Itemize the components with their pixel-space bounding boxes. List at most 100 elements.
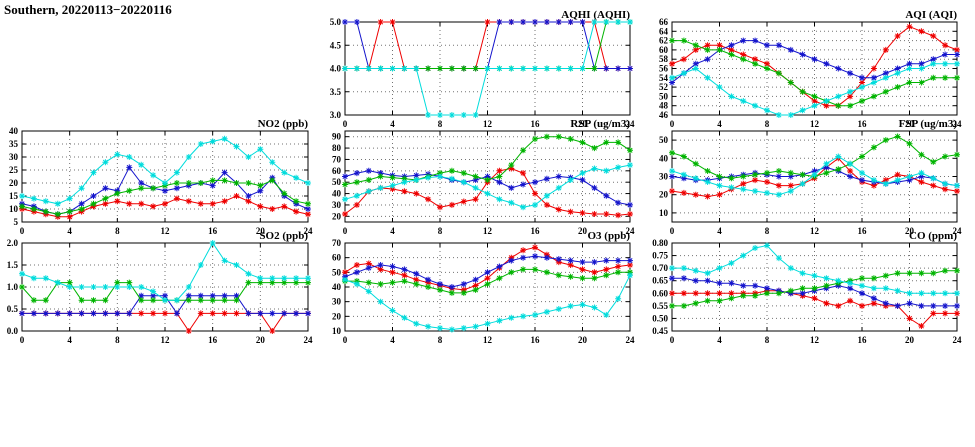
y-tick-label: 70 bbox=[332, 238, 342, 248]
y-tick-label: 10 bbox=[659, 208, 669, 218]
y-tick-label: 70 bbox=[332, 154, 342, 164]
series-markers-cyan bbox=[342, 19, 633, 118]
y-tick-label: 5.0 bbox=[330, 17, 342, 27]
y-tick-label: 90 bbox=[332, 132, 342, 142]
x-tick-label: 16 bbox=[531, 119, 541, 129]
y-tick-label: 64 bbox=[659, 26, 669, 36]
page-title: Southern, 20220113−20220116 bbox=[4, 2, 172, 17]
series-line-blue bbox=[345, 21, 630, 69]
x-tick-label: 12 bbox=[161, 226, 171, 236]
x-tick-label: 8 bbox=[115, 226, 120, 236]
y-tick-label: 10 bbox=[9, 204, 19, 214]
x-tick-label: 24 bbox=[953, 119, 963, 129]
y-tick-label: 3.5 bbox=[330, 87, 342, 97]
y-tick-label: 60 bbox=[659, 45, 669, 55]
y-tick-label: 80 bbox=[332, 143, 342, 153]
y-tick-label: 58 bbox=[659, 54, 669, 64]
x-tick-label: 8 bbox=[115, 335, 120, 345]
series-markers-green bbox=[669, 37, 960, 109]
x-tick-label: 8 bbox=[765, 226, 770, 236]
series-markers-cyan bbox=[19, 240, 311, 304]
series-markers-cyan bbox=[669, 153, 960, 198]
x-tick-label: 8 bbox=[765, 335, 770, 345]
x-tick-label: 24 bbox=[626, 335, 636, 345]
x-tick-label: 4 bbox=[717, 119, 722, 129]
y-tick-label: 20 bbox=[9, 178, 19, 188]
y-tick-label: 0.55 bbox=[652, 301, 668, 311]
x-tick-label: 16 bbox=[208, 226, 218, 236]
x-tick-label: 16 bbox=[858, 226, 868, 236]
y-tick-label: 30 bbox=[332, 200, 342, 210]
x-tick-label: 8 bbox=[765, 119, 770, 129]
series-markers-green bbox=[19, 177, 311, 218]
y-tick-label: 56 bbox=[659, 64, 669, 74]
x-tick-label: 16 bbox=[858, 119, 868, 129]
y-tick-label: 5 bbox=[14, 217, 19, 227]
plot-frame bbox=[671, 21, 958, 116]
y-tick-label: 1.0 bbox=[7, 282, 19, 292]
chart-no2: 0 4 8 12 16 20 24 5 10 15 20 25 30 35 40 NO2 (ppb) bbox=[9, 118, 313, 236]
x-tick-label: 12 bbox=[810, 119, 820, 129]
chart-so2: 0 4 8 12 16 20 24 0.0 0.5 1.0 1.5 2.0 SO2 (ppb) bbox=[7, 230, 313, 345]
series-markers-cyan bbox=[342, 162, 633, 211]
series-markers-green bbox=[342, 133, 633, 188]
x-tick-label: 12 bbox=[810, 335, 820, 345]
y-tick-label: 0.0 bbox=[7, 326, 19, 336]
y-tick-label: 25 bbox=[9, 165, 19, 175]
y-tick-label: 50 bbox=[659, 135, 669, 145]
x-tick-label: 24 bbox=[953, 226, 963, 236]
x-tick-label: 16 bbox=[208, 335, 218, 345]
chart-aqhi: 0 4 8 12 16 20 24 3.0 3.5 4.0 4.5 5.0 AQHI (AQHI) bbox=[330, 9, 635, 129]
y-tick-label: 0.70 bbox=[652, 263, 668, 273]
x-tick-label: 20 bbox=[905, 335, 915, 345]
y-tick-label: 20 bbox=[332, 311, 342, 321]
y-tick-label: 1.5 bbox=[7, 260, 19, 270]
x-tick-label: 24 bbox=[304, 226, 314, 236]
y-tick-label: 48 bbox=[659, 101, 669, 111]
x-tick-label: 4 bbox=[717, 226, 722, 236]
x-tick-label: 0 bbox=[670, 119, 675, 129]
series-markers-blue bbox=[19, 292, 311, 317]
chart-co: 0 4 8 12 16 20 24 0.45 0.50 0.55 0.60 0.65 0.70 0.75 0… bbox=[652, 230, 962, 345]
series-markers-green bbox=[669, 267, 960, 309]
x-tick-label: 0 bbox=[670, 335, 675, 345]
chart-title: FSP (ug/m3) bbox=[899, 118, 958, 130]
y-tick-label: 60 bbox=[332, 166, 342, 176]
y-tick-label: 0.60 bbox=[652, 288, 668, 298]
chart-title: RSP (ug/m3) bbox=[570, 118, 630, 130]
x-tick-label: 24 bbox=[953, 335, 963, 345]
x-tick-label: 24 bbox=[626, 226, 636, 236]
y-tick-label: 50 bbox=[332, 177, 342, 187]
x-tick-label: 4 bbox=[390, 119, 395, 129]
y-tick-label: 46 bbox=[659, 110, 669, 120]
x-tick-label: 20 bbox=[578, 226, 588, 236]
y-tick-label: 30 bbox=[9, 152, 19, 162]
series-markers-cyan bbox=[19, 135, 311, 207]
series-markers-green bbox=[669, 133, 960, 182]
series-markers-cyan bbox=[669, 60, 960, 118]
y-tick-label: 0.5 bbox=[7, 304, 19, 314]
x-tick-label: 20 bbox=[256, 335, 266, 345]
x-tick-label: 12 bbox=[483, 335, 493, 345]
y-tick-label: 15 bbox=[9, 191, 19, 201]
y-tick-label: 40 bbox=[332, 189, 342, 199]
plot-frame bbox=[344, 242, 631, 332]
y-tick-label: 50 bbox=[659, 91, 669, 101]
y-tick-label: 35 bbox=[9, 139, 19, 149]
y-tick-label: 40 bbox=[332, 282, 342, 292]
x-tick-label: 4 bbox=[67, 335, 72, 345]
y-tick-label: 30 bbox=[332, 297, 342, 307]
chart-title: AQHI (AQHI) bbox=[561, 9, 630, 21]
y-tick-label: 4.5 bbox=[330, 40, 342, 50]
x-tick-label: 8 bbox=[438, 119, 443, 129]
y-tick-label: 66 bbox=[659, 17, 669, 27]
x-tick-label: 0 bbox=[343, 119, 348, 129]
x-tick-label: 4 bbox=[390, 335, 395, 345]
y-tick-label: 20 bbox=[659, 190, 669, 200]
x-tick-label: 16 bbox=[858, 335, 868, 345]
y-tick-label: 0.45 bbox=[652, 326, 668, 336]
y-tick-label: 60 bbox=[332, 253, 342, 263]
